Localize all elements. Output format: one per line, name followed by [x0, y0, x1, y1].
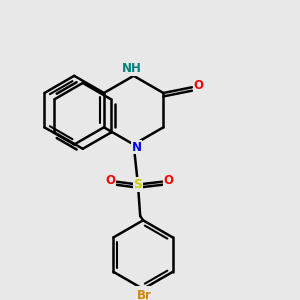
Text: O: O	[105, 174, 115, 187]
Text: NH: NH	[122, 62, 142, 75]
Text: O: O	[193, 79, 203, 92]
Text: S: S	[134, 178, 142, 191]
Text: N: N	[131, 141, 142, 154]
Text: Br: Br	[137, 289, 152, 300]
Text: O: O	[164, 174, 174, 187]
